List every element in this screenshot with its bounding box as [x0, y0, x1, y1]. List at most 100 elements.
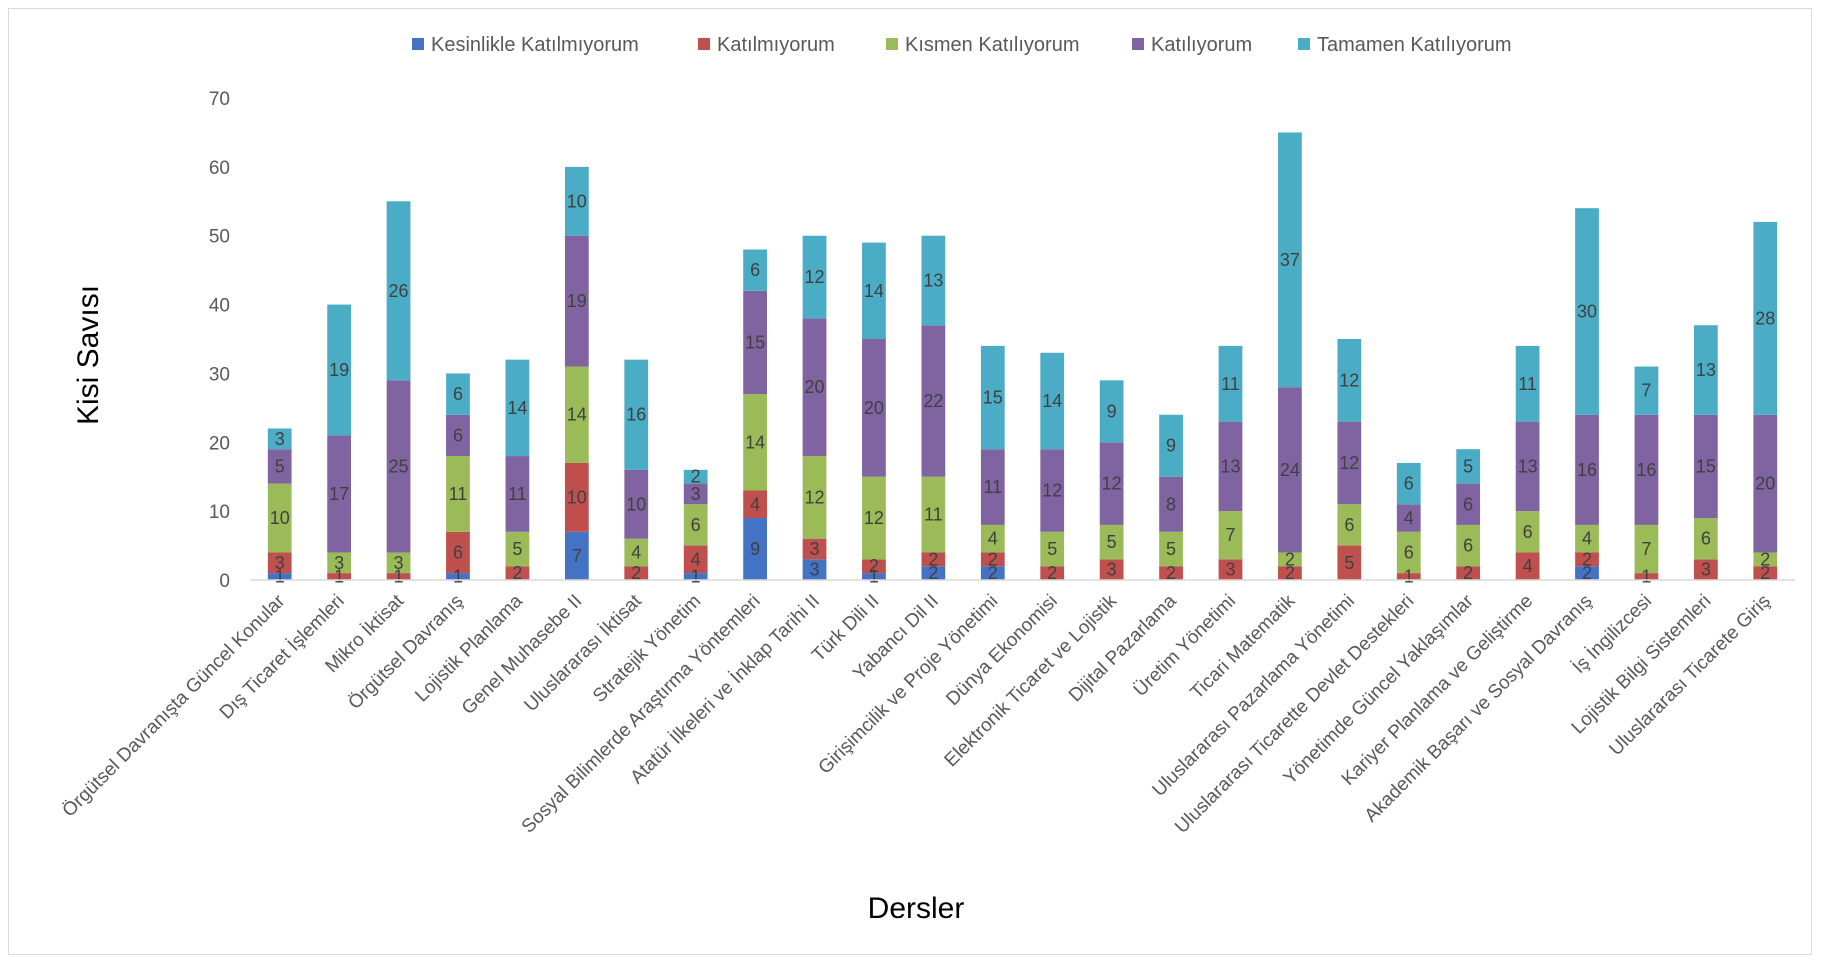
bar-segment [1337, 421, 1362, 505]
bar-segment [267, 552, 292, 574]
bar-segment [1515, 511, 1540, 553]
data-label: 20 [864, 398, 884, 418]
data-label: 14 [864, 281, 884, 301]
bar-segment [683, 504, 708, 546]
bar-segment [1693, 414, 1718, 519]
bar-segment [743, 518, 767, 580]
legend-label: Kısmen Katılıyorum [905, 34, 1080, 56]
bar-segment [1278, 552, 1302, 567]
data-label: 16 [626, 405, 646, 425]
bar-segment [743, 490, 767, 519]
data-label: 9 [1107, 401, 1117, 421]
data-label: 4 [1582, 529, 1592, 549]
data-label: 2 [988, 549, 998, 569]
bar-segment [1575, 208, 1599, 415]
bar-segment [1753, 221, 1778, 415]
bar-segment [386, 573, 411, 580]
x-tick-label: Dünya Ekonomisi [942, 591, 1061, 710]
data-label: 10 [626, 494, 646, 514]
data-label: 13 [1220, 456, 1240, 476]
data-label: 7 [1641, 381, 1651, 401]
bar-segment [1396, 531, 1421, 574]
bar-segment [267, 428, 292, 450]
data-label: 3 [1701, 560, 1711, 580]
bar-segment [1218, 559, 1243, 580]
bar-segment [1515, 552, 1540, 580]
bar-segment [564, 366, 589, 463]
data-label: 2 [1047, 563, 1057, 583]
data-label: 12 [1339, 370, 1359, 390]
data-label: 6 [750, 260, 760, 280]
data-label: 11 [924, 505, 943, 525]
data-label: 12 [805, 487, 825, 507]
data-label: 4 [691, 549, 701, 569]
data-label: 4 [750, 494, 760, 514]
data-label: 12 [1339, 453, 1359, 473]
bar-segment [1753, 552, 1778, 567]
bar-segment [1337, 504, 1362, 546]
bar-segment [1456, 483, 1481, 525]
x-tick-label: Örgütsel Davranış [344, 591, 467, 714]
y-tick-label: 50 [209, 227, 230, 248]
bar-segment [505, 359, 530, 457]
bar-segment [1218, 345, 1243, 422]
bar-segment [1040, 449, 1065, 532]
bar-segment [862, 242, 886, 339]
legend-swatch [412, 38, 424, 50]
legend: Kesinlikle Katılmıyorum Katılmıyorum Kısme… [412, 34, 1512, 56]
data-label: 19 [329, 360, 349, 380]
legend-swatch [886, 38, 898, 50]
bar-segment [1099, 524, 1124, 560]
data-label: 6 [453, 542, 463, 562]
data-label: 10 [270, 508, 290, 528]
bar-segment [1634, 366, 1659, 415]
data-label: 17 [329, 484, 349, 504]
data-label: 2 [1582, 563, 1592, 583]
data-label: 4 [1404, 508, 1414, 528]
data-label: 2 [1582, 549, 1592, 569]
bar-segment [862, 476, 886, 560]
data-label: 11 [983, 477, 1002, 497]
bar-segment [624, 566, 649, 580]
bar-segment [980, 552, 1005, 567]
bar-segment [624, 469, 649, 539]
data-label: 5 [1344, 553, 1354, 573]
bar-segment [1575, 552, 1599, 567]
data-label: 3 [691, 484, 701, 504]
y-tick-label: 60 [209, 158, 230, 179]
data-label: 3 [394, 553, 404, 573]
bar-segment [446, 414, 470, 457]
data-label: 13 [923, 270, 943, 290]
data-label: 14 [507, 398, 527, 418]
bar-segment [267, 449, 292, 484]
data-label: 15 [1696, 456, 1716, 476]
x-tick-label: Üretim Yönetimi [1130, 591, 1240, 701]
data-label: 19 [567, 291, 587, 311]
data-label: 2 [1463, 563, 1473, 583]
bar-segment [1040, 352, 1065, 450]
data-label: 7 [1641, 539, 1651, 559]
chart-frame [8, 8, 1812, 955]
bar-segment [1634, 414, 1659, 525]
bar-segment [1278, 132, 1302, 388]
data-label: 15 [983, 388, 1003, 408]
bar-segment [1456, 524, 1481, 567]
data-label: 11 [1221, 374, 1240, 394]
bar-segment [862, 559, 886, 574]
y-tick-label: 30 [209, 364, 230, 385]
bar-segment [386, 201, 411, 381]
data-label: 26 [389, 281, 409, 301]
bar-segment [683, 545, 708, 574]
data-label: 6 [1523, 522, 1533, 542]
x-tick-label: Dijital Pazarlama [1065, 590, 1181, 706]
bar-segment [1099, 559, 1124, 580]
bar-segment [683, 483, 708, 505]
data-label: 5 [1463, 456, 1473, 476]
bar-segment [505, 531, 530, 567]
bar-segment [1693, 325, 1718, 415]
bar-segment [327, 435, 352, 553]
data-label: 9 [1166, 436, 1176, 456]
bar-segment [743, 249, 767, 291]
